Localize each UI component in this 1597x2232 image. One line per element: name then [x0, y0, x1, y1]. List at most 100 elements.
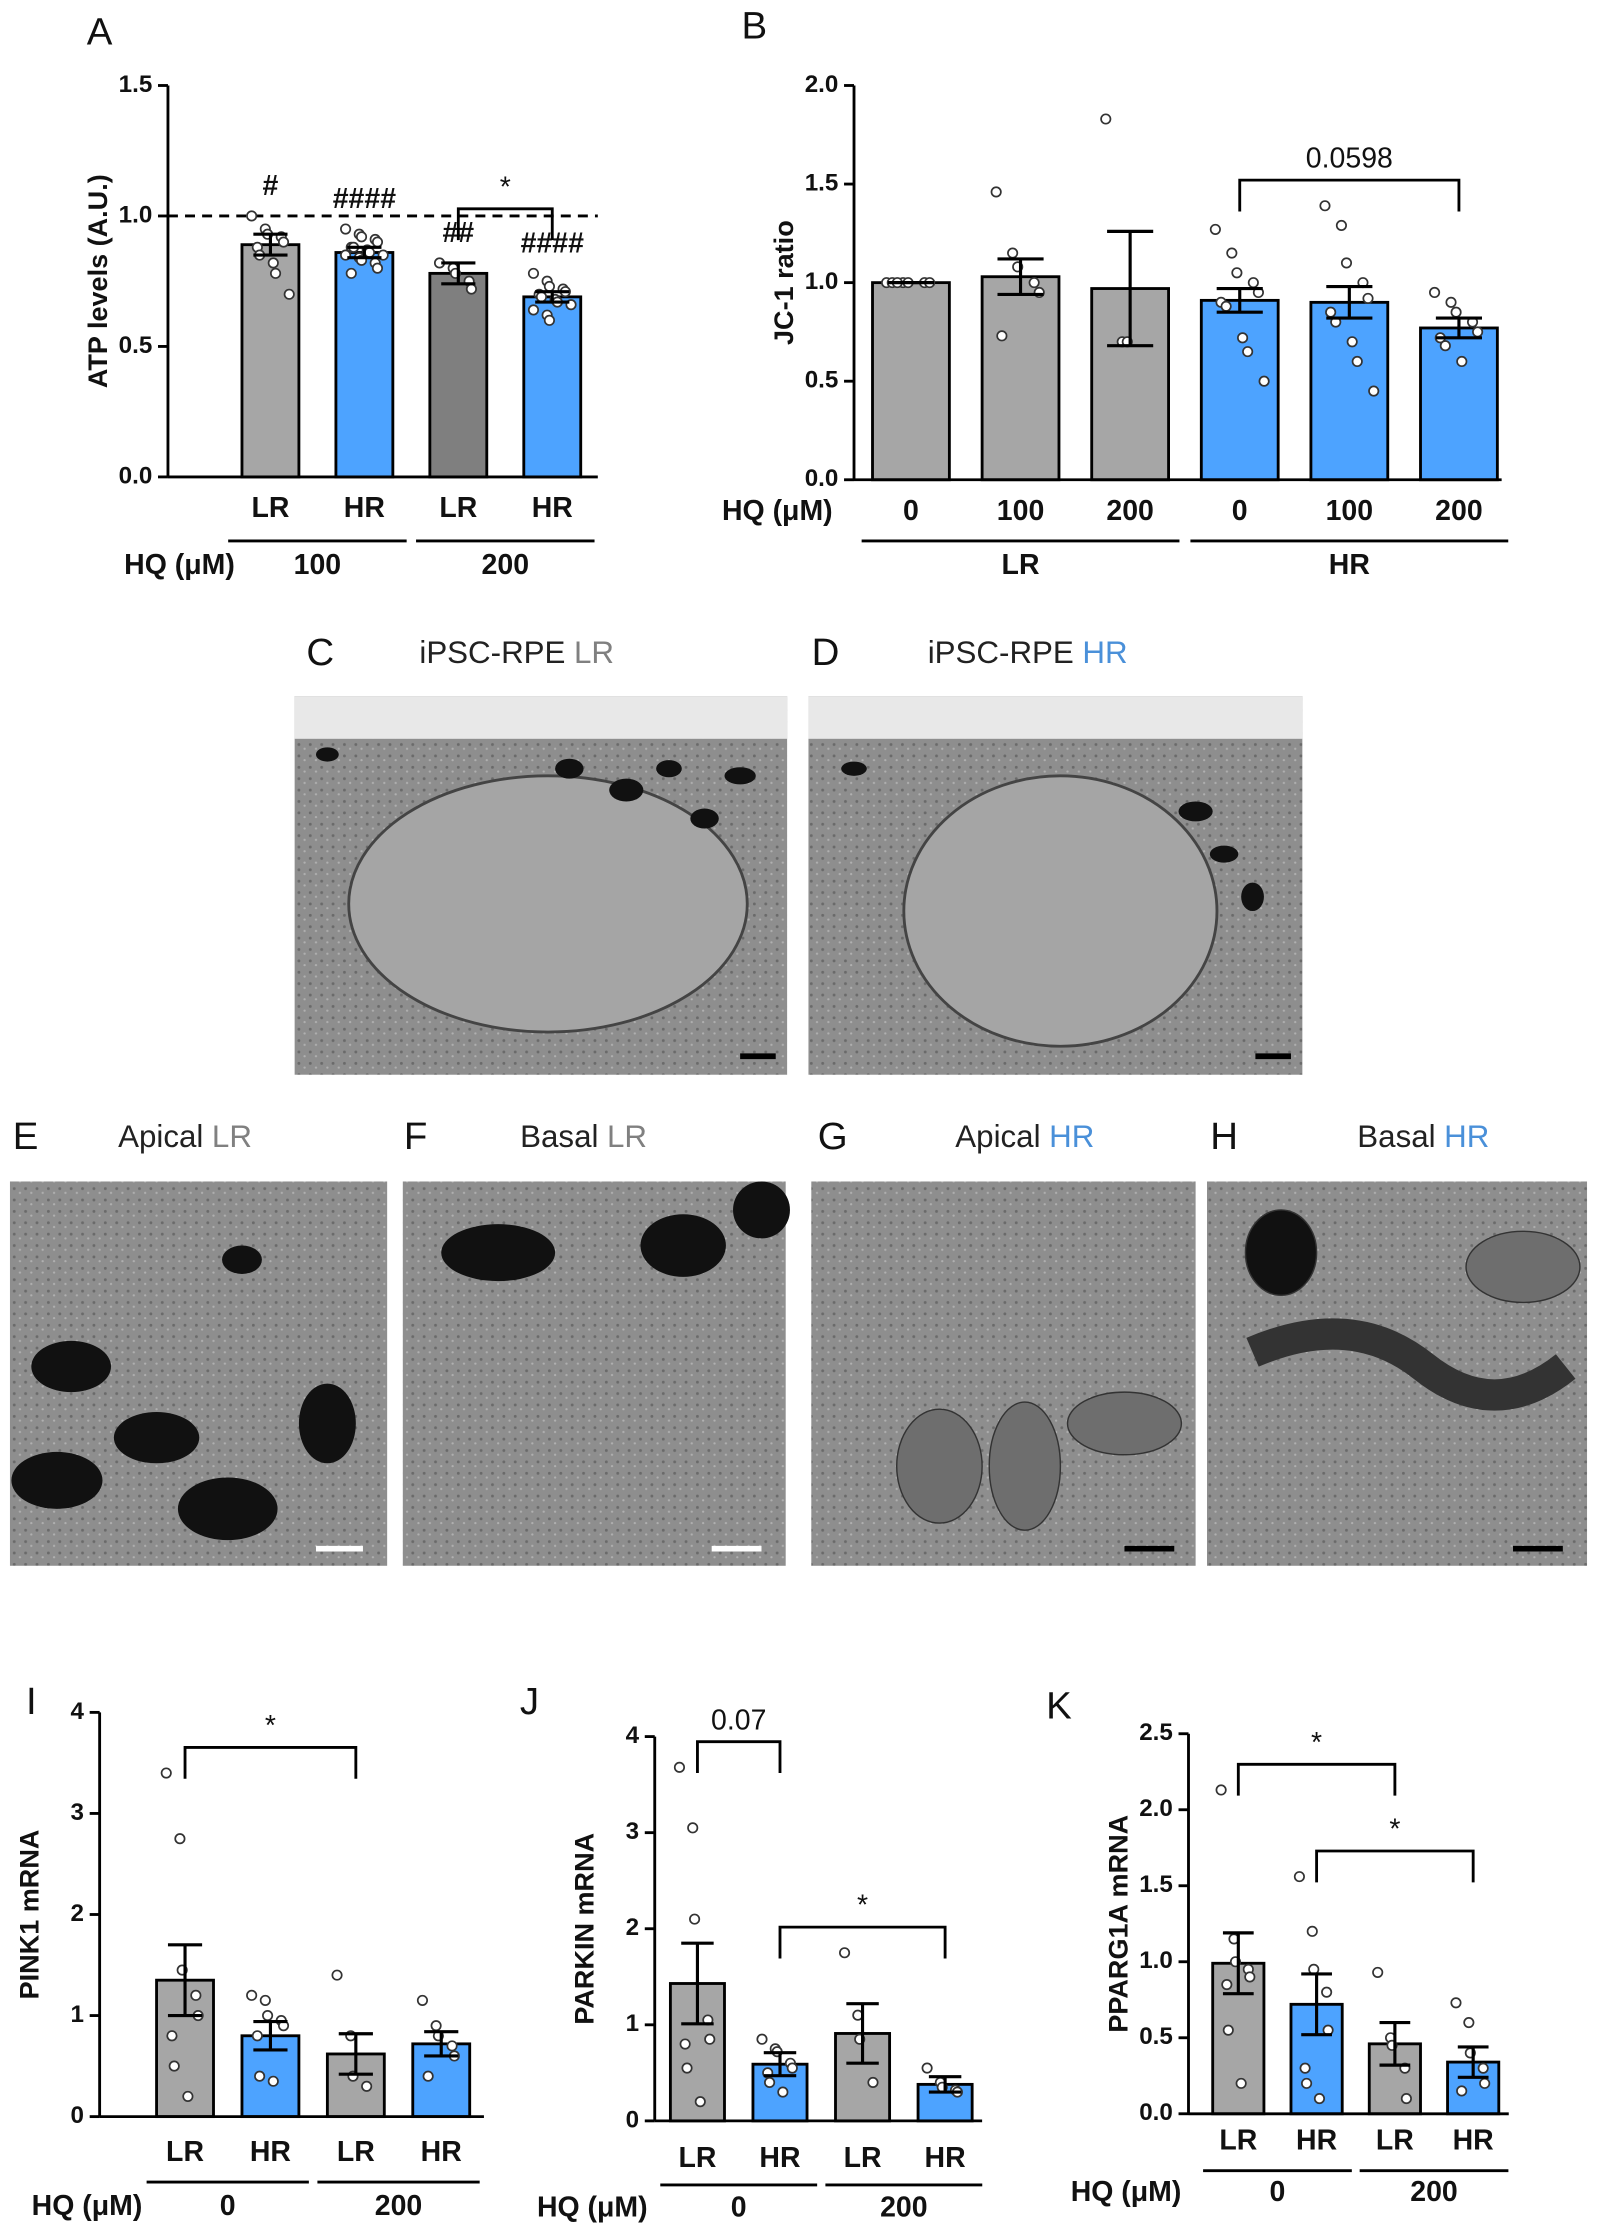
x-tick-label: HR [925, 2142, 966, 2174]
x-tick-label: HR [1453, 2125, 1494, 2157]
annotation: #### [333, 183, 396, 215]
x-tick-label: LR [166, 2136, 204, 2168]
y-tick-label: 0.5 [1139, 2023, 1173, 2050]
y-tick-label: 1.5 [805, 169, 839, 196]
data-point [1209, 223, 1221, 235]
group-label: 0 [1270, 2176, 1286, 2208]
data-point [996, 330, 1008, 342]
significance-bracket [456, 207, 554, 241]
y-axis-label: PARKIN mRNA [570, 1833, 600, 2025]
data-point [1293, 1871, 1305, 1883]
data-point [160, 1767, 172, 1779]
panel-letter: F [404, 1115, 427, 1158]
significance-label: * [265, 1710, 276, 1742]
data-point [1445, 296, 1457, 308]
data-point [1244, 1971, 1256, 1983]
panel-letter: H [1210, 1115, 1238, 1158]
data-point [527, 267, 540, 279]
data-point [1231, 267, 1243, 279]
data-point [251, 2030, 263, 2042]
group-label: 200 [482, 549, 529, 581]
micrograph-detail [315, 747, 756, 829]
panel-letter: G [818, 1115, 848, 1158]
panel-letter: E [13, 1115, 39, 1158]
panel-letter: C [306, 631, 334, 674]
data-point [246, 1989, 258, 2001]
micrograph-detail [895, 1391, 1183, 1531]
y-axis-label: PPARG1A mRNA [1103, 1815, 1133, 2033]
x-tick-label: HR [532, 492, 573, 524]
data-point [1321, 1986, 1333, 1998]
data-point [1313, 2093, 1325, 2105]
data-point [1247, 277, 1259, 289]
panel-letter: A [87, 10, 113, 53]
micrograph-detail [11, 1245, 356, 1541]
data-point [1439, 340, 1451, 352]
error-bar [1301, 1972, 1332, 2037]
panel-letter: D [812, 631, 840, 674]
error-bar [928, 2075, 962, 2094]
data-point [259, 1994, 271, 2006]
data-point [1456, 355, 1468, 368]
data-point [1215, 1784, 1227, 1796]
data-point [270, 267, 282, 279]
data-point [1362, 292, 1374, 304]
data-point [1226, 247, 1238, 259]
data-point [1301, 2077, 1313, 2089]
x-tick-label: LR [251, 492, 289, 524]
micrograph-detail [441, 1181, 790, 1282]
image-title-text: iPSC-RPE [419, 635, 565, 670]
data-point [679, 2038, 691, 2050]
data-point [416, 1994, 429, 2006]
data-point [267, 257, 279, 269]
row-label: HQ (μM) [537, 2192, 648, 2224]
x-tick-label: HR [759, 2142, 800, 2174]
bar [980, 275, 1061, 482]
y-tick-label: 0.5 [119, 332, 153, 359]
y-tick-label: 1 [626, 2010, 639, 2037]
error-bar [1216, 286, 1263, 314]
data-point [1258, 375, 1270, 387]
significance-bracket [1236, 1762, 1397, 1796]
y-tick-label: 4 [71, 1698, 85, 1725]
error-bar [763, 2051, 797, 2078]
data-point [371, 262, 384, 274]
row-label: HQ (μM) [124, 549, 235, 581]
bar [1199, 298, 1280, 482]
data-point [1319, 200, 1331, 212]
data-point [1100, 113, 1112, 125]
bar [428, 271, 489, 479]
y-tick-label: 0 [626, 2106, 639, 2133]
row-label: HQ (μM) [722, 495, 833, 527]
data-point [446, 2040, 458, 2052]
image-title-text: Apical [118, 1119, 203, 1154]
data-point [1325, 306, 1337, 318]
data-point [1221, 1979, 1233, 1991]
data-point [535, 291, 547, 303]
x-tick-label: 100 [997, 495, 1044, 527]
data-point [694, 2096, 706, 2108]
significance-bracket [696, 1740, 782, 1774]
image-title-text: iPSC-RPE [928, 635, 1074, 670]
data-point [355, 231, 368, 243]
x-tick-label: 0 [1232, 495, 1248, 527]
error-bar [1435, 316, 1482, 340]
y-tick-label: 3 [626, 1818, 639, 1845]
error-bar [1457, 2045, 1489, 2079]
data-point [1450, 1997, 1462, 2009]
y-axis-label: ATP levels (A.U.) [83, 174, 113, 388]
data-point [277, 236, 290, 248]
y-axis-label: JC-1 ratio [769, 220, 799, 345]
data-point [543, 280, 555, 292]
data-point [1400, 2093, 1412, 2105]
y-tick-label: 1.0 [805, 268, 839, 295]
data-point [340, 223, 352, 235]
panel-letter: K [1046, 1684, 1072, 1727]
data-point [422, 2070, 434, 2082]
data-point [1346, 336, 1358, 348]
data-point [689, 1913, 701, 1925]
error-bar [441, 261, 476, 286]
panel-letter: B [742, 5, 768, 48]
error-bar [535, 290, 570, 304]
image-title: Basal LR [520, 1119, 647, 1154]
